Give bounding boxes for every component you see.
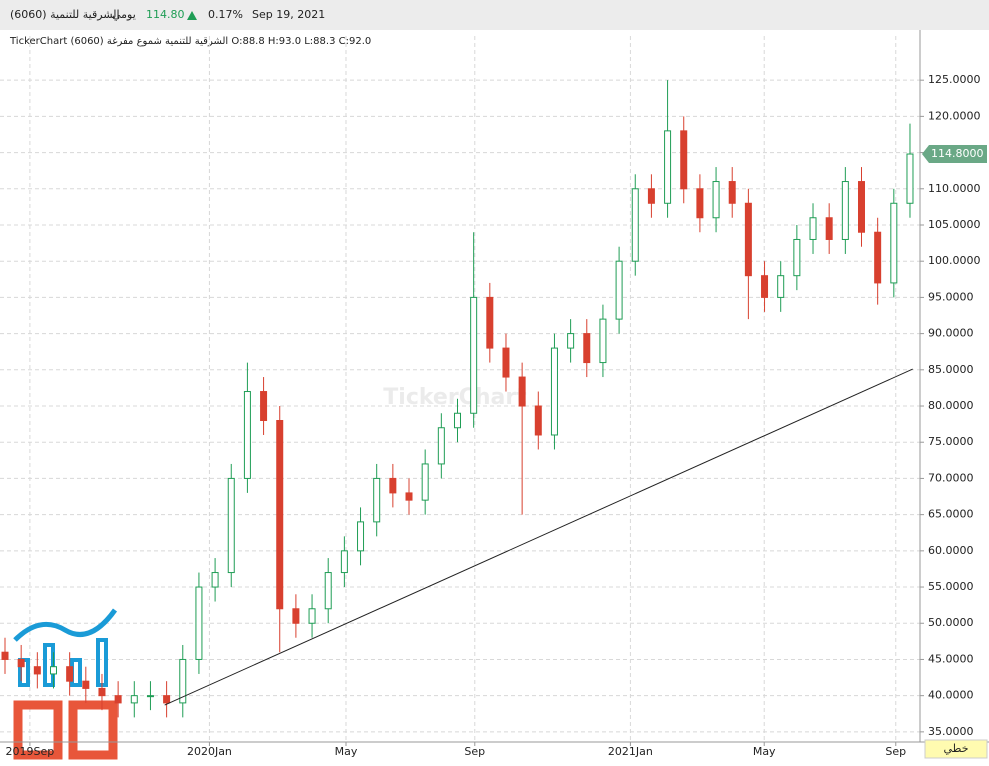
candle-body <box>599 318 607 364</box>
candle-body <box>1 651 9 660</box>
candle-body <box>728 181 736 204</box>
candle-body <box>647 188 655 204</box>
candle-body <box>17 658 25 668</box>
x-tick-label: May <box>335 745 358 758</box>
candle-body <box>33 666 41 675</box>
candle-body <box>615 260 623 320</box>
candle-body <box>260 391 268 421</box>
candle-body <box>130 695 138 704</box>
y-tick-label: 45.0000 <box>928 652 974 665</box>
candle-body <box>696 188 704 219</box>
candle-body <box>841 181 849 240</box>
candle-body <box>793 238 801 277</box>
candle-body <box>340 550 348 574</box>
candle-body <box>357 521 365 552</box>
y-tick-label: 125.0000 <box>928 73 981 86</box>
y-tick-label: 80.0000 <box>928 399 974 412</box>
up-arrow <box>187 11 197 20</box>
candle-body <box>211 572 219 588</box>
candle-body <box>761 275 769 298</box>
x-tick-label: Sep <box>464 745 485 758</box>
candle-body <box>906 153 914 204</box>
trendline <box>164 368 913 706</box>
candle-body <box>502 347 510 378</box>
y-tick-label: 50.0000 <box>928 616 974 629</box>
y-tick-label: 70.0000 <box>928 471 974 484</box>
y-tick-label: 100.0000 <box>928 254 981 267</box>
x-tick-label: 2020Jan <box>187 745 232 758</box>
candle-body <box>373 477 381 523</box>
candle-body <box>664 130 672 204</box>
candle-body <box>243 391 251 479</box>
y-tick-label: 60.0000 <box>928 544 974 557</box>
y-tick-label: 55.0000 <box>928 580 974 593</box>
candle-body <box>66 666 74 682</box>
candle-body <box>324 572 332 610</box>
candle-body <box>809 217 817 240</box>
candle-body <box>890 202 898 284</box>
price-tag-label: 114.8000 <box>931 147 984 160</box>
candle-body <box>98 687 106 697</box>
x-tick-label: 2021Jan <box>608 745 653 758</box>
candle-body <box>421 463 429 501</box>
y-tick-label: 35.0000 <box>928 725 974 738</box>
candle-body <box>680 130 688 190</box>
x-tick-label: Sep <box>885 745 906 758</box>
candle-body <box>858 181 866 233</box>
candle-body <box>227 477 235 574</box>
legend-line: TickerChart الشرقية للتنمية شموع مفرغة (… <box>9 36 371 47</box>
candle-body <box>82 680 90 689</box>
candle-body <box>405 492 413 501</box>
stock-name: (6060) الشرقية للتنمية <box>10 8 120 21</box>
candle-body <box>276 419 284 610</box>
y-tick-label: 120.0000 <box>928 109 981 122</box>
y-tick-label: 75.0000 <box>928 435 974 448</box>
y-tick-label: 110.0000 <box>928 182 981 195</box>
candle-body <box>534 405 542 436</box>
candle-body <box>470 296 478 414</box>
y-tick-label: 90.0000 <box>928 327 974 340</box>
candle-body <box>631 188 639 262</box>
y-tick-label: 105.0000 <box>928 218 981 231</box>
candle-body <box>486 296 494 349</box>
logo <box>13 608 118 760</box>
candle-body <box>437 427 445 465</box>
price-tag <box>922 145 987 164</box>
candle-body <box>550 347 558 436</box>
candle-body <box>583 333 591 364</box>
candle-body <box>825 217 833 240</box>
period: يومي <box>112 8 136 21</box>
x-tick-label: 2019Sep <box>6 745 55 758</box>
mode-label[interactable]: خطي <box>944 742 969 755</box>
candle-body <box>389 477 397 494</box>
candle-body <box>195 586 203 660</box>
candle-body <box>777 275 785 298</box>
candle-body <box>292 608 300 624</box>
candle-body <box>114 695 122 704</box>
y-tick-label: 95.0000 <box>928 290 974 303</box>
candle-body <box>874 231 882 284</box>
candle-body <box>146 695 154 698</box>
candle-body <box>453 412 461 429</box>
mode-box[interactable] <box>924 739 988 759</box>
candle-body <box>567 333 575 349</box>
candle-body <box>712 181 720 219</box>
y-tick-label: 40.0000 <box>928 689 974 702</box>
change: 0.17% <box>208 8 243 21</box>
candle-body <box>179 658 187 704</box>
candle-body <box>49 666 57 675</box>
candle-body <box>163 695 171 704</box>
candle-body <box>744 202 752 277</box>
date: Sep 19, 2021 <box>252 8 325 21</box>
price: 114.80 <box>146 8 185 21</box>
candle-body <box>308 608 316 624</box>
x-tick-label: May <box>753 745 776 758</box>
y-tick-label: 65.0000 <box>928 508 974 521</box>
candle-body <box>518 376 526 407</box>
y-tick-label: 85.0000 <box>928 363 974 376</box>
header-bar <box>0 0 989 30</box>
